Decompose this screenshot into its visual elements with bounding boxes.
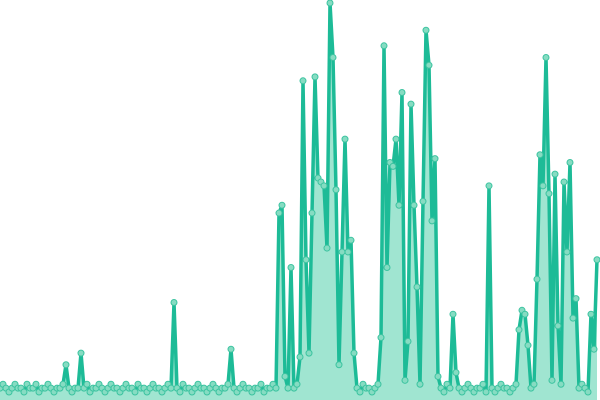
data-point-184 xyxy=(548,376,556,384)
data-point-199 xyxy=(593,256,600,264)
data-point-189 xyxy=(563,248,571,256)
data-point-116 xyxy=(344,248,352,256)
data-point-162 xyxy=(482,388,490,396)
data-point-112 xyxy=(332,186,340,194)
data-point-76 xyxy=(224,380,232,388)
data-point-99 xyxy=(293,380,301,388)
data-point-95 xyxy=(281,372,289,380)
data-point-58 xyxy=(170,299,178,307)
data-point-137 xyxy=(407,100,415,108)
data-point-192 xyxy=(572,295,580,303)
data-point-104 xyxy=(308,209,316,217)
data-point-181 xyxy=(539,182,547,190)
data-point-94 xyxy=(278,201,286,209)
data-point-21 xyxy=(59,380,67,388)
data-point-176 xyxy=(524,341,532,349)
data-point-128 xyxy=(380,42,388,50)
data-point-77 xyxy=(227,345,235,353)
data-point-143 xyxy=(425,61,433,69)
data-point-115 xyxy=(341,135,349,143)
data-point-182 xyxy=(542,53,550,61)
data-point-185 xyxy=(551,170,559,178)
data-point-163 xyxy=(485,182,493,190)
data-point-8 xyxy=(20,388,28,396)
data-point-151 xyxy=(449,310,457,318)
data-point-26 xyxy=(74,384,82,392)
data-point-108 xyxy=(320,182,328,190)
data-point-138 xyxy=(410,201,418,209)
data-point-134 xyxy=(398,88,406,96)
data-point-118 xyxy=(350,349,358,357)
data-point-146 xyxy=(434,372,442,380)
data-point-148 xyxy=(440,388,448,396)
data-point-180 xyxy=(536,151,544,159)
data-point-113 xyxy=(335,361,343,369)
data-point-186 xyxy=(554,322,562,330)
data-point-150 xyxy=(446,384,454,392)
data-point-100 xyxy=(296,353,304,361)
data-point-197 xyxy=(587,310,595,318)
data-point-188 xyxy=(560,178,568,186)
data-point-140 xyxy=(416,380,424,388)
data-point-102 xyxy=(302,256,310,264)
data-point-60 xyxy=(176,388,184,396)
data-point-96 xyxy=(284,384,292,392)
data-point-190 xyxy=(566,158,574,166)
data-point-173 xyxy=(515,326,523,334)
data-point-141 xyxy=(419,197,427,205)
data-point-132 xyxy=(392,135,400,143)
data-point-57 xyxy=(167,384,175,392)
data-point-105 xyxy=(311,73,319,81)
data-point-198 xyxy=(590,345,598,353)
data-point-12 xyxy=(32,380,40,388)
data-point-27 xyxy=(77,349,85,357)
series-area xyxy=(0,3,597,400)
data-point-93 xyxy=(275,209,283,217)
data-point-87 xyxy=(257,380,265,388)
data-point-129 xyxy=(383,264,391,272)
data-point-142 xyxy=(422,26,430,34)
data-point-161 xyxy=(479,380,487,388)
data-point-111 xyxy=(329,53,337,61)
data-point-101 xyxy=(299,77,307,85)
data-point-127 xyxy=(377,334,385,342)
data-point-22 xyxy=(62,361,70,369)
data-point-178 xyxy=(530,380,538,388)
data-point-139 xyxy=(413,283,421,291)
data-point-152 xyxy=(452,369,460,377)
data-point-172 xyxy=(512,380,520,388)
data-point-183 xyxy=(545,190,553,198)
data-point-191 xyxy=(569,314,577,322)
data-point-196 xyxy=(584,388,592,396)
data-point-126 xyxy=(374,380,382,388)
data-point-133 xyxy=(395,201,403,209)
data-point-145 xyxy=(431,155,439,163)
data-point-103 xyxy=(305,349,313,357)
data-point-144 xyxy=(428,217,436,225)
data-point-135 xyxy=(401,376,409,384)
data-point-131 xyxy=(389,162,397,170)
data-point-97 xyxy=(287,264,295,272)
data-point-187 xyxy=(557,380,565,388)
data-point-45 xyxy=(131,388,139,396)
data-point-175 xyxy=(521,310,529,318)
data-point-110 xyxy=(326,0,334,7)
data-point-120 xyxy=(356,388,364,396)
data-point-29 xyxy=(83,380,91,388)
data-point-92 xyxy=(272,384,280,392)
data-point-109 xyxy=(323,244,331,252)
data-point-179 xyxy=(533,275,541,283)
data-point-136 xyxy=(404,337,412,345)
data-point-114 xyxy=(338,248,346,256)
data-point-117 xyxy=(347,236,355,244)
